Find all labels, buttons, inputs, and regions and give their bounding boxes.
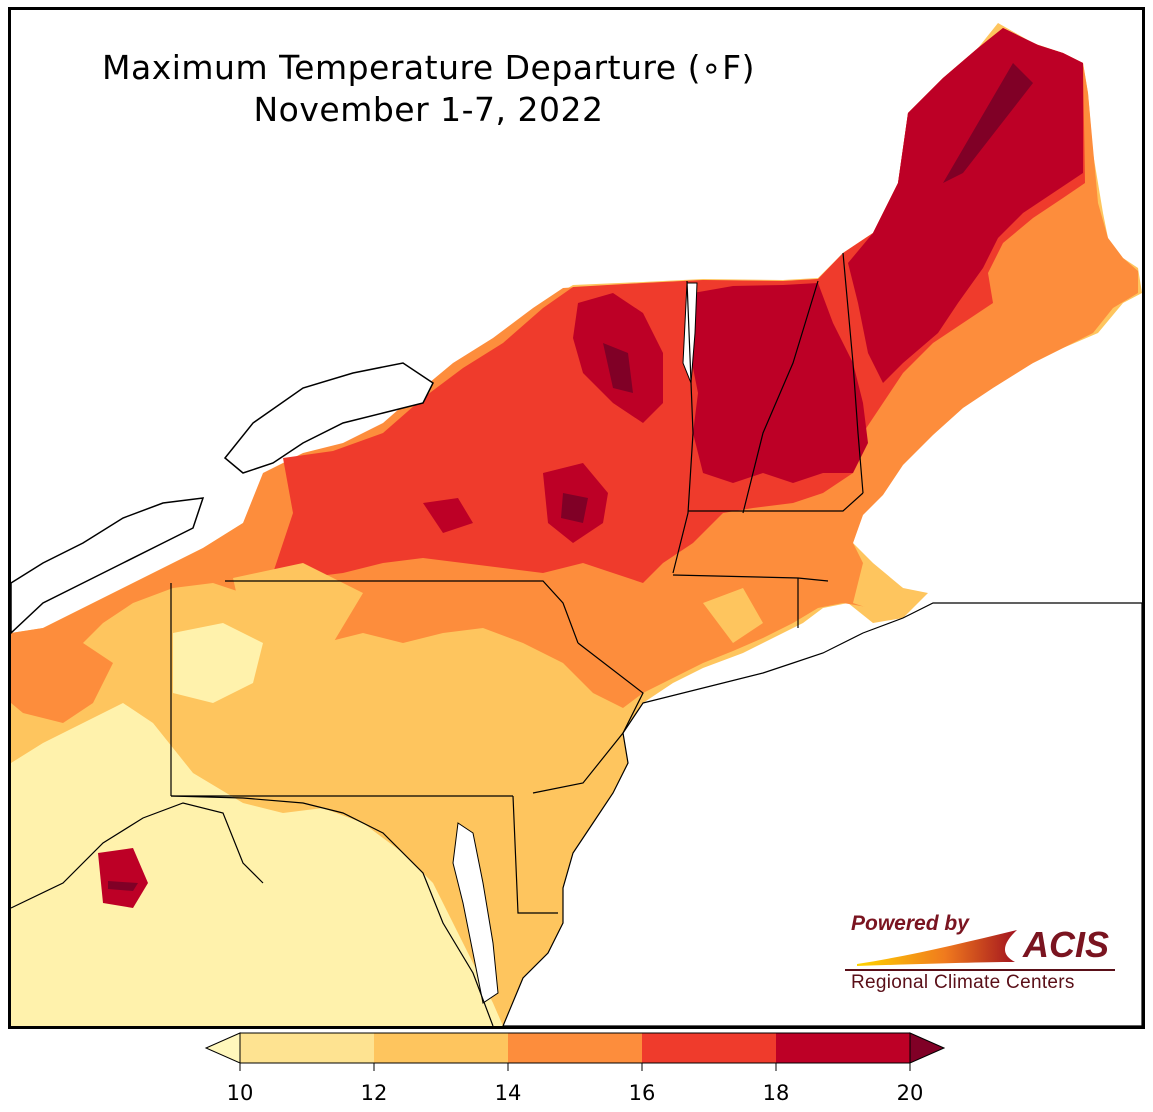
colorbar-tick-label: 12 <box>360 1081 388 1105</box>
chesapeake-bay <box>452 822 499 1004</box>
colorbar-tick-label: 16 <box>628 1081 656 1105</box>
colorbar-bin <box>240 1033 374 1063</box>
colorbar-tick-label: 18 <box>762 1081 790 1105</box>
zone-18-20-vt-nh <box>688 283 868 483</box>
colorbar-outline <box>239 1032 911 1064</box>
border-nj-pa <box>532 642 644 794</box>
zone-10-12-pale <box>11 703 503 1026</box>
colorbar-tick-label: 10 <box>226 1081 254 1105</box>
logo-divider <box>845 969 1115 971</box>
powered-by-text: Powered by <box>851 912 969 935</box>
lake-erie <box>11 497 205 635</box>
zone-10-12-pale-2 <box>173 578 493 703</box>
acis-swoosh-icon <box>857 930 1017 966</box>
colorbar-bin <box>508 1033 642 1063</box>
map-title: Maximum Temperature Departure (∘F) <box>102 48 755 87</box>
colorbar-bin <box>776 1033 910 1063</box>
border-ny-vt <box>672 280 694 574</box>
colorbar-tick-label: 14 <box>494 1081 522 1105</box>
acis-subtitle: Regional Climate Centers <box>851 972 1075 993</box>
border-de <box>512 795 558 914</box>
zone-18-20-wv <box>98 848 148 908</box>
border-nh-me <box>842 252 864 494</box>
atlantic-coast-water <box>502 602 1142 1026</box>
colorbar-under-arrow <box>204 1032 241 1064</box>
map-panel: Maximum Temperature Departure (∘F) Novem… <box>8 7 1145 1029</box>
colorbar-tick-label: 20 <box>896 1081 924 1105</box>
zone-18-20-maine <box>848 28 1083 383</box>
acis-name: ACIS <box>1023 924 1110 965</box>
acis-logo: Powered by ACIS Regional Climate Centers <box>839 912 1129 1002</box>
temperature-departure-map <box>11 23 1142 1026</box>
zone-18-20-ny-central <box>423 463 608 543</box>
colorbar <box>204 1032 945 1071</box>
lake-ontario <box>223 362 434 474</box>
colorbar-bin <box>642 1033 776 1063</box>
zone-16-18 <box>273 28 1085 583</box>
border-wv-va <box>11 802 264 909</box>
border-md-wv <box>170 795 494 1026</box>
colorbar-bin <box>374 1033 508 1063</box>
state-borders <box>11 252 864 1026</box>
map-subtitle: November 1-7, 2022 <box>253 90 604 129</box>
colorbar-over-arrow <box>909 1032 945 1064</box>
border-vt-nh <box>742 280 819 514</box>
zone-12-14-spots <box>233 563 903 653</box>
border-ma-north <box>688 492 864 512</box>
border-ny-pa <box>225 580 579 644</box>
